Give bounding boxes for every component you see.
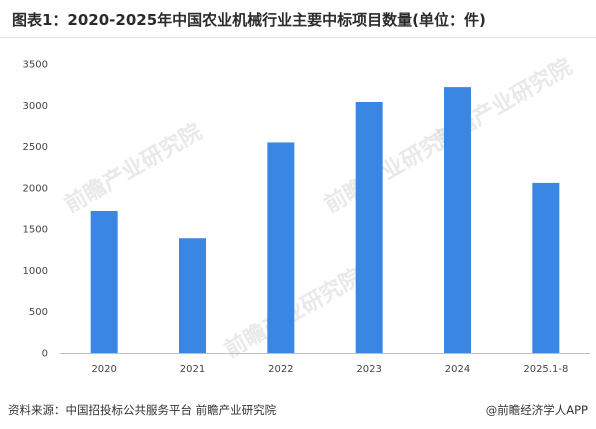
credit-note: @前瞻经济学人APP [485,403,588,417]
x-tick-label: 2025.1-8 [523,364,568,375]
y-tick-label: 2000 [23,183,48,194]
x-axis: 2020 2021 2022 2023 2024 2025.1-8 [91,364,568,375]
bar-2022 [267,142,295,353]
watermark-layer: 前瞻产业研究院前瞻产业研究院前瞻产业研究院前瞻产业研究院 [60,54,576,364]
y-tick-label: 2500 [23,142,48,153]
x-tick-label: 2023 [356,364,381,375]
x-tick-label: 2022 [268,364,293,375]
x-tick-label: 2024 [445,364,470,375]
y-tick-label: 500 [29,307,48,318]
chart-title: 图表1：2020-2025年中国农业机械行业主要中标项目数量(单位：件) [12,11,486,29]
x-tick-label: 2021 [180,364,205,375]
y-axis: 0 500 1000 1500 2000 2500 3000 3500 [23,60,48,360]
source-note: 资料来源：中国招投标公共服务平台 前瞻产业研究院 [8,403,277,417]
x-tick-label: 2020 [91,364,116,375]
y-tick-label: 1000 [23,266,48,277]
bar-2024 [444,87,471,353]
title-divider [0,37,596,38]
watermark-text: 前瞻产业研究院 [60,119,206,219]
bar-2023 [355,101,383,354]
bar-series [90,87,560,354]
y-tick-label: 1500 [23,225,48,236]
bar-2020 [90,210,118,353]
y-tick-label: 3500 [23,60,48,71]
y-tick-label: 0 [42,349,48,360]
y-tick-label: 3000 [23,101,48,112]
bar-2025.1-8 [532,182,560,353]
bar-chart: 前瞻产业研究院前瞻产业研究院前瞻产业研究院前瞻产业研究院 0 500 1000 150… [23,54,590,375]
bar-2021 [179,238,206,353]
